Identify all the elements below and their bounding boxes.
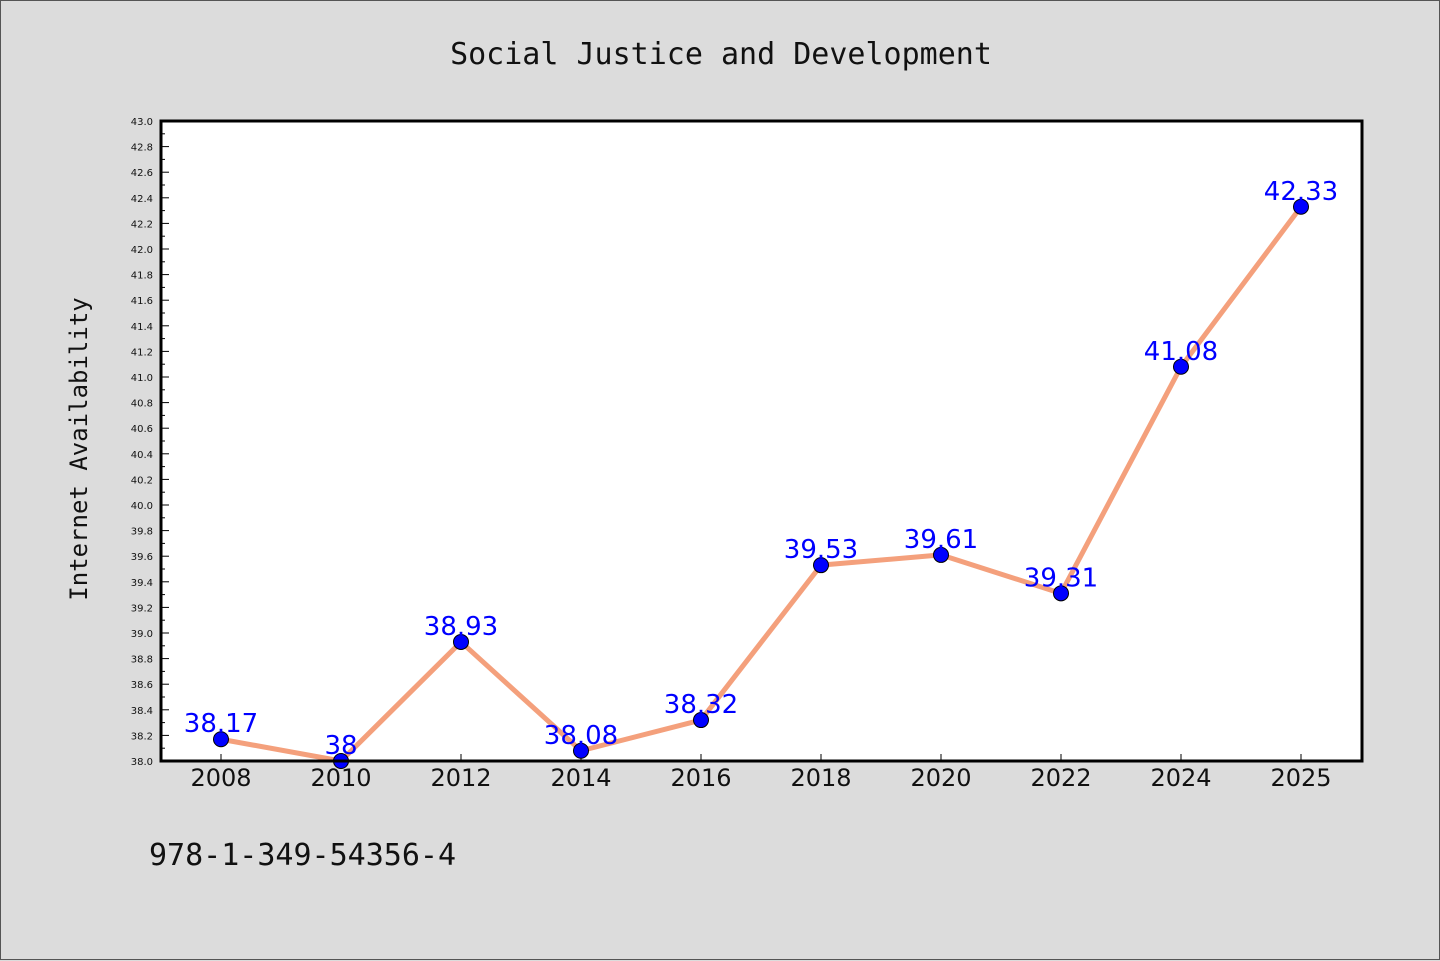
y-tick-label: 42.6: [131, 168, 153, 179]
x-tick-label: 2014: [550, 764, 611, 792]
data-label: 38.93: [424, 612, 498, 642]
y-tick-label: 38.0: [131, 757, 153, 768]
y-axis-label: Internet Availability: [65, 297, 93, 600]
data-point: [1053, 585, 1069, 602]
series-line: [218, 204, 1304, 764]
y-tick-label: 42.0: [131, 245, 153, 256]
y-tick-label: 41.4: [131, 322, 153, 333]
x-tick-label: 2012: [430, 764, 491, 792]
y-tick-label: 41.0: [131, 373, 153, 384]
plot-area: [161, 121, 1362, 761]
y-tick-label: 39.4: [131, 578, 153, 589]
y-tick-label: 38.6: [131, 680, 153, 691]
data-point: [213, 731, 229, 748]
data-label: 38.17: [184, 709, 258, 739]
y-tick-label: 43.0: [131, 117, 153, 128]
y-tick-label: 40.6: [131, 424, 153, 435]
x-tick-label: 2016: [670, 764, 731, 792]
data-labels: 38.17 38 38.93 38.08 38.32 39.53 39.61 39.31 41.…: [184, 177, 1338, 761]
plot-border: [159, 119, 1364, 763]
y-tick-label: 41.6: [131, 296, 153, 307]
x-tick-label: 2024: [1150, 764, 1211, 792]
y-tick-label: 42.8: [131, 143, 153, 154]
y-tick-label: 39.2: [131, 603, 153, 614]
x-tick-label: 2022: [1030, 764, 1091, 792]
y-tick-label: 40.8: [131, 399, 153, 410]
chart-title: Social Justice and Development: [450, 37, 992, 72]
data-point: [693, 712, 709, 729]
y-tick-label: 40.4: [131, 450, 153, 461]
x-tick-label: 2008: [190, 764, 251, 792]
y-tick-label: 38.4: [131, 706, 153, 717]
y-tick-label: 41.2: [131, 347, 153, 358]
y-tick-label: 39.8: [131, 527, 153, 538]
x-tick-label: 2025: [1270, 764, 1331, 792]
x-axis: 2008 2010 2012 2014 2016 2018 2020 2022 2024 2025: [190, 754, 1332, 792]
y-tick-label: 42.4: [131, 194, 153, 205]
y-tick-label: 40.2: [131, 475, 153, 486]
data-label: 38: [324, 731, 357, 761]
data-label: 42.33: [1264, 177, 1338, 207]
footer-isbn: 978-1-349-54356-4: [149, 838, 456, 873]
y-tick-label: 40.0: [131, 501, 153, 512]
data-point: [813, 557, 829, 574]
data-label: 41.08: [1144, 337, 1218, 367]
data-label: 39.31: [1024, 563, 1098, 593]
y-tick-label: 41.8: [131, 271, 153, 282]
data-point: [1293, 198, 1309, 215]
data-point: [933, 546, 949, 563]
y-tick-label: 42.2: [131, 219, 153, 230]
data-markers: [213, 198, 1309, 769]
data-label: 38.08: [544, 721, 618, 751]
y-axis: 38.0 38.2 38.4 38.6 38.8 39.0 39.2 39.4 39.6 39.8…: [131, 117, 169, 768]
y-tick-label: 38.2: [131, 731, 153, 742]
data-point: [1173, 358, 1189, 375]
y-tick-label: 38.8: [131, 655, 153, 666]
data-label: 38.32: [664, 690, 738, 720]
y-tick-label: 39.0: [131, 629, 153, 640]
x-tick-label: 2018: [790, 764, 851, 792]
x-tick-label: 2020: [910, 764, 971, 792]
data-label: 39.61: [904, 525, 978, 555]
data-label: 39.53: [784, 535, 858, 565]
series-lines: [218, 204, 1304, 764]
y-tick-label: 39.6: [131, 552, 153, 563]
data-point: [573, 742, 589, 759]
data-point: [453, 633, 469, 650]
